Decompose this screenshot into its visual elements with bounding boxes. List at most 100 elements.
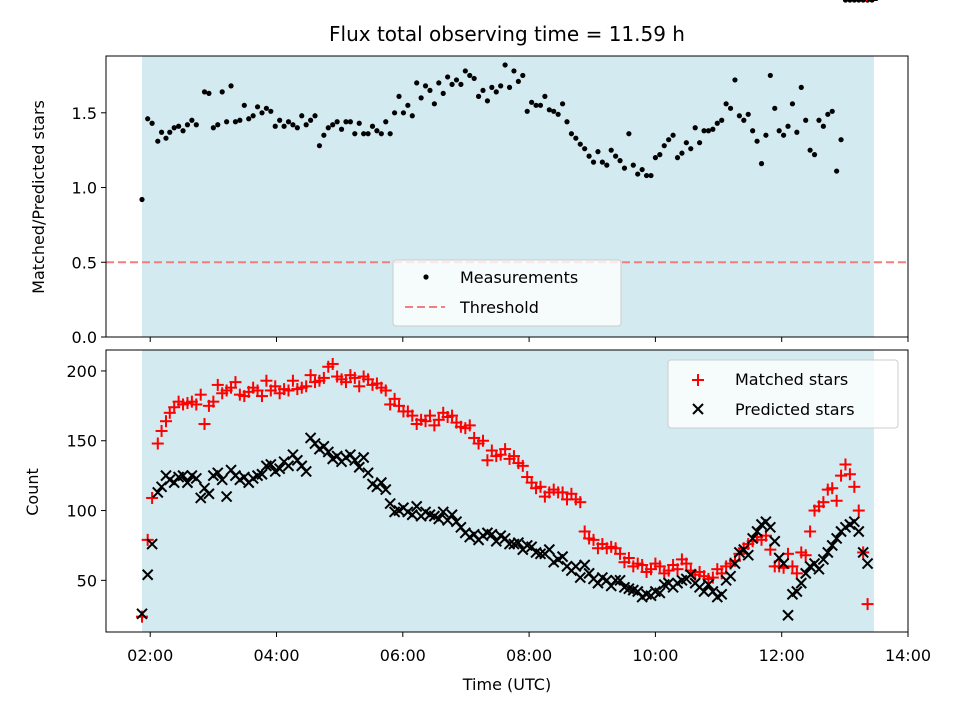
predicted-star-point: [353, 461, 365, 473]
bottom-y-tick-label: 200: [66, 362, 97, 381]
measurement-point: [493, 89, 499, 95]
predicted-star-point: [716, 588, 728, 601]
predicted-star-point: [362, 467, 374, 479]
measurement-point: [489, 84, 495, 90]
measurement-point: [356, 120, 362, 126]
predicted-star-point: [609, 574, 622, 587]
measurement-point: [210, 125, 216, 131]
measurement-point: [471, 75, 477, 82]
measurement-point: [750, 128, 756, 134]
measurement-point: [193, 122, 199, 128]
measurement-point: [772, 105, 778, 111]
measurement-point: [590, 159, 597, 165]
measurement-point: [365, 131, 371, 137]
predicted-star-point: [375, 476, 388, 489]
top-y-tick-label: 0.5: [72, 253, 97, 272]
predicted-star-point: [503, 538, 516, 550]
measurement-point: [582, 146, 588, 152]
measurement-point: [524, 108, 530, 114]
measurement-point: [559, 101, 566, 107]
predicted-star-point: [574, 571, 586, 584]
predicted-star-point: [853, 525, 865, 538]
measurement-point: [445, 74, 451, 80]
matched-star-point: [269, 380, 282, 393]
legend-predicted-marker: [692, 403, 704, 415]
bottom-y-axis-label: Count: [23, 468, 42, 516]
measurement-point: [670, 132, 676, 138]
measurement-point: [361, 131, 367, 137]
matched-star-point: [348, 371, 361, 384]
predicted-star-point: [769, 535, 781, 547]
matched-star-point: [614, 547, 627, 560]
predicted-star-point: [746, 532, 759, 545]
measurement-point: [816, 117, 822, 123]
measurement-point: [789, 101, 796, 107]
measurement-point: [811, 152, 818, 158]
measurement-point: [427, 87, 433, 93]
measurement-point: [692, 125, 698, 131]
measurement-point: [378, 131, 384, 137]
predicted-star-point: [322, 446, 334, 458]
matched-star-point: [406, 409, 419, 422]
measurement-point: [701, 128, 707, 134]
measurement-point: [555, 111, 561, 117]
predicted-star-point: [822, 546, 834, 559]
bottom-y-tick-label: 100: [66, 502, 97, 521]
predicted-star-point: [380, 483, 392, 496]
measurement-point: [418, 95, 424, 101]
measurement-point: [710, 126, 716, 132]
predicted-star-point: [534, 548, 547, 560]
predicted-star-point: [349, 454, 361, 466]
x-tick-label: 10:00: [632, 646, 678, 665]
matched-star-point: [432, 413, 445, 426]
predicted-star-point: [698, 585, 710, 598]
matched-star-point: [861, 598, 874, 611]
legend-measurements-label: Measurements: [460, 268, 578, 287]
measurement-point: [674, 155, 681, 161]
predicted-star-point: [777, 557, 790, 570]
x-tick-label: 08:00: [506, 646, 552, 665]
measurement-point: [180, 128, 186, 134]
predicted-star-point: [256, 468, 268, 480]
measurement-point: [374, 128, 380, 134]
predicted-star-point: [724, 570, 737, 582]
predicted-star-point: [742, 549, 754, 561]
predicted-star-point: [141, 569, 154, 581]
matched-star-point: [146, 491, 159, 504]
measurement-point: [189, 117, 195, 123]
matched-star-point: [671, 563, 684, 576]
measurement-point: [484, 98, 491, 104]
matched-star-point: [786, 560, 799, 573]
predicted-star-point: [826, 539, 838, 552]
measurement-point: [201, 89, 208, 95]
measurement-point: [714, 120, 720, 126]
predicted-star-point: [799, 567, 812, 580]
top-panel: 0.0 0.5 1.0 1.5 Matched/Predicted stars Mea…: [29, 0, 909, 347]
measurement-point: [400, 110, 407, 116]
measurement-point: [515, 78, 521, 85]
predicted-star-point: [433, 513, 445, 525]
x-tick-label: 12:00: [759, 646, 805, 665]
measurement-point: [431, 101, 437, 107]
measurement-point: [732, 77, 738, 83]
matched-star-point: [839, 458, 852, 471]
measurement-point: [440, 90, 446, 96]
chart-title: Flux total observing time = 11.59 h: [329, 22, 685, 46]
x-tick-label: 06:00: [380, 646, 426, 665]
x-tick-label: 02:00: [127, 646, 173, 665]
matched-star-point: [300, 380, 313, 393]
matched-star-point: [194, 388, 207, 401]
predicted-star-point: [791, 585, 803, 598]
bottom-x-ticks: 02:00 04:00 06:00 08:00 10:00 12:00 14:00: [127, 632, 931, 665]
predicted-star-point: [152, 486, 164, 499]
matched-star-point: [852, 504, 865, 517]
measurement-point: [794, 129, 800, 135]
measurement-point: [158, 129, 165, 135]
predicted-star-point: [512, 536, 525, 549]
legend-predicted-label: Predicted stars: [735, 400, 855, 419]
measurement-point: [727, 105, 734, 111]
measurement-point: [259, 110, 265, 116]
matched-star-point: [211, 378, 224, 391]
predicted-star-point: [190, 472, 203, 485]
